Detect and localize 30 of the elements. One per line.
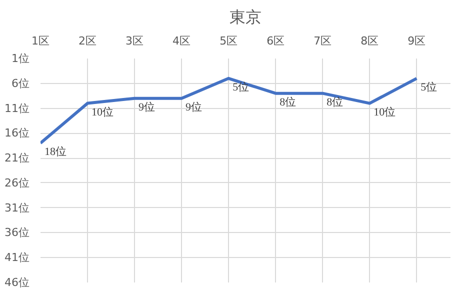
data-label: 10位 [92, 106, 114, 118]
data-label: 18位 [44, 146, 66, 158]
x-tick-label: 3区 [126, 34, 144, 48]
y-tick-label: 41位 [4, 251, 30, 264]
y-tick-label: 1位 [12, 52, 30, 65]
chart-title: 東京 [230, 8, 262, 26]
x-tick-label: 7区 [314, 34, 332, 48]
data-label: 5位 [420, 81, 438, 94]
y-tick-label: 16位 [4, 126, 30, 140]
data-label: 9位 [186, 101, 202, 114]
line-series [40, 76, 418, 145]
x-tick-label: 2区 [78, 34, 97, 48]
data-label: 5位 [232, 81, 250, 94]
x-tick-label: 4区 [172, 34, 191, 48]
data-label: 8位 [280, 96, 296, 108]
data-label: 10位 [374, 106, 396, 118]
y-tick-label: 21位 [4, 152, 30, 165]
x-tick-label: 6区 [266, 34, 285, 48]
x-tick-label: 9区 [408, 34, 426, 48]
y-tick-label: 31位 [4, 201, 30, 214]
y-tick-label: 6位 [12, 76, 30, 90]
x-tick-label: 1区 [32, 34, 50, 48]
x-tick-label: 5区 [220, 34, 238, 48]
data-label: 9位 [138, 101, 156, 114]
data-label: 8位 [326, 96, 344, 108]
y-tick-label: 36位 [4, 226, 30, 240]
y-tick-label: 26位 [4, 176, 30, 190]
y-tick-label: 46位 [4, 276, 30, 289]
y-tick-label: 11位 [4, 102, 30, 115]
x-tick-label: 8区 [360, 34, 379, 48]
